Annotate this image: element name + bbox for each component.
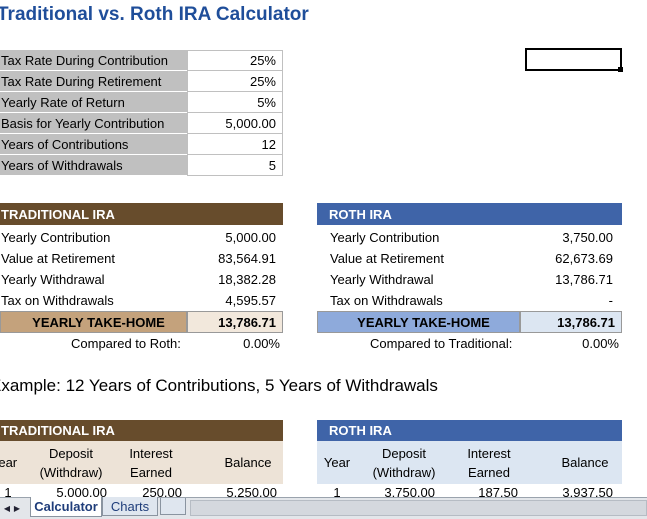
- input-label: Years of Contributions: [0, 134, 187, 155]
- compare-value: 0.00%: [582, 336, 619, 351]
- input-label: Tax Rate During Retirement: [0, 71, 187, 92]
- row-value: 62,673.69: [555, 251, 613, 266]
- row-label: Tax on Withdrawals: [1, 293, 114, 308]
- fill-handle: [618, 67, 623, 72]
- scrollbar[interactable]: [190, 500, 647, 516]
- row-value: 4,595.57: [225, 293, 276, 308]
- take-home-label: YEARLY TAKE-HOME: [317, 311, 520, 333]
- input-value[interactable]: 5,000.00: [187, 113, 283, 134]
- cell: 5,000.00: [56, 484, 107, 500]
- row-value: 18,382.28: [218, 272, 276, 287]
- input-value[interactable]: 5: [187, 155, 283, 176]
- cell: 1: [4, 484, 12, 500]
- row-value: 83,564.91: [218, 251, 276, 266]
- input-label: Tax Rate During Contribution: [0, 50, 187, 71]
- row-value: 3,750.00: [562, 230, 613, 245]
- take-home-label: YEARLY TAKE-HOME: [0, 311, 187, 333]
- column-header: Deposit (Withdraw): [39, 445, 103, 480]
- row-label: Tax on Withdrawals: [330, 293, 443, 308]
- column-header: Balance: [561, 455, 609, 470]
- row-label: Value at Retirement: [1, 251, 115, 266]
- input-value[interactable]: 25%: [187, 71, 283, 92]
- input-value[interactable]: 25%: [187, 50, 283, 71]
- cell: 1: [333, 484, 341, 500]
- tab-nav-arrow[interactable]: ▶: [13, 503, 21, 513]
- column-header: Year: [0, 455, 18, 470]
- title: Traditional vs. Roth IRA Calculator: [0, 4, 309, 25]
- compare-label: Compared to Roth:: [71, 336, 181, 351]
- section-header: TRADITIONAL IRA: [0, 203, 283, 225]
- row-value: -: [608, 293, 613, 308]
- take-home-value: 13,786.71: [187, 311, 283, 333]
- cell: 187.50: [478, 484, 518, 500]
- cell: 250.00: [142, 484, 182, 500]
- sheet-tab[interactable]: Calculator: [30, 497, 102, 517]
- input-label: Years of Withdrawals: [0, 155, 187, 176]
- row-label: Yearly Withdrawal: [330, 272, 434, 287]
- selected-cell[interactable]: [525, 48, 622, 71]
- row-label: Yearly Contribution: [1, 230, 111, 245]
- sheet-tab[interactable]: Charts: [102, 497, 158, 516]
- column-header-band: [317, 441, 622, 484]
- cell: 3,937.50: [562, 484, 613, 500]
- input-label: Basis for Yearly Contribution: [0, 113, 187, 134]
- compare-label: Compared to Traditional:: [370, 336, 513, 351]
- cell: 3,750.00: [384, 484, 435, 500]
- column-header: Deposit (Withdraw): [372, 445, 436, 480]
- row-value: 5,000.00: [225, 230, 276, 245]
- compare-value: 0.00%: [243, 336, 280, 351]
- column-header: Year: [323, 455, 351, 470]
- row-value: 13,786.71: [555, 272, 613, 287]
- input-value[interactable]: 5%: [187, 92, 283, 113]
- row-label: Yearly Contribution: [330, 230, 440, 245]
- example-heading: Example: 12 Years of Contributions, 5 Ye…: [0, 376, 438, 395]
- column-header: Interest Earned: [467, 445, 511, 480]
- tab-nav-arrow[interactable]: ◀: [3, 503, 11, 513]
- section-header: ROTH IRA: [317, 420, 622, 441]
- row-label: Value at Retirement: [330, 251, 444, 266]
- section-header: ROTH IRA: [317, 203, 622, 225]
- new-sheet-tab[interactable]: [160, 498, 186, 515]
- input-label: Yearly Rate of Return: [0, 92, 187, 113]
- input-value[interactable]: 12: [187, 134, 283, 155]
- section-header: TRADITIONAL IRA: [0, 420, 283, 441]
- column-header: Interest Earned: [129, 445, 173, 480]
- column-header-band: [0, 441, 283, 484]
- take-home-value: 13,786.71: [520, 311, 622, 333]
- row-label: Yearly Withdrawal: [1, 272, 105, 287]
- cell: 5,250.00: [226, 484, 277, 500]
- column-header: Balance: [224, 455, 272, 470]
